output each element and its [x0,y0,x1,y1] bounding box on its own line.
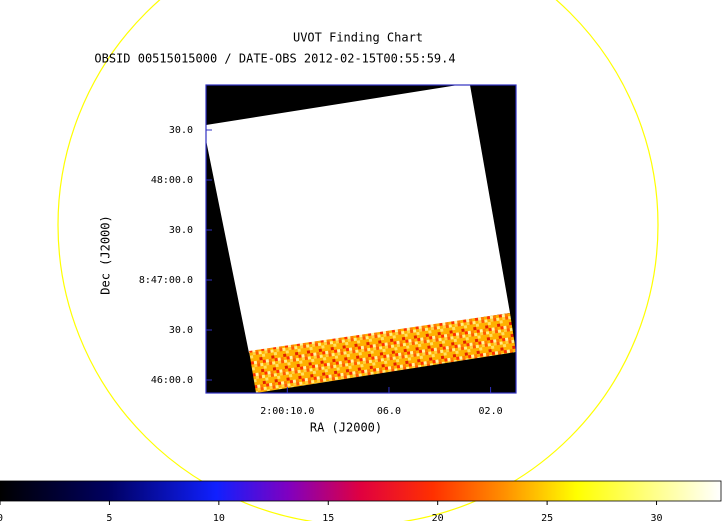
image-frame [205,84,517,394]
y-tick-label: 30.0 [169,325,193,336]
region-circle [57,0,659,521]
y-tick-label: 46:00.0 [151,375,193,386]
colorbar-tick-label: 5 [106,513,112,521]
image [205,84,517,394]
y-tick-label: 30.0 [169,225,193,236]
chart-title: UVOT Finding Chart [293,31,423,45]
chart-subtitle: OBSID 00515015000 / DATE-OBS 2012-02-15T… [94,52,455,66]
x-axis-label: RA (J2000) [310,421,382,435]
colorbar-tick-label: 15 [322,513,334,521]
exposure-region [206,85,510,353]
y-tick-label: 8:47:00.0 [139,275,193,286]
colorbar [0,480,722,502]
colorbar-tick-label: 10 [213,513,225,521]
x-tick-label: 2:00:10.0 [260,406,314,417]
colorbar-tick-label: 0 [0,513,3,521]
noisy-band [249,313,516,393]
colorbar-tick-label: 25 [541,513,553,521]
x-tick-label: 02.0 [479,406,503,417]
colorbar-tick-label: 20 [432,513,444,521]
x-tick-label: 06.0 [377,406,401,417]
y-axis-label: Dec (J2000) [99,215,113,294]
y-tick-label: 48:00.0 [151,175,193,186]
y-tick-label: 30.0 [169,125,193,136]
colorbar-tick-label: 30 [651,513,663,521]
